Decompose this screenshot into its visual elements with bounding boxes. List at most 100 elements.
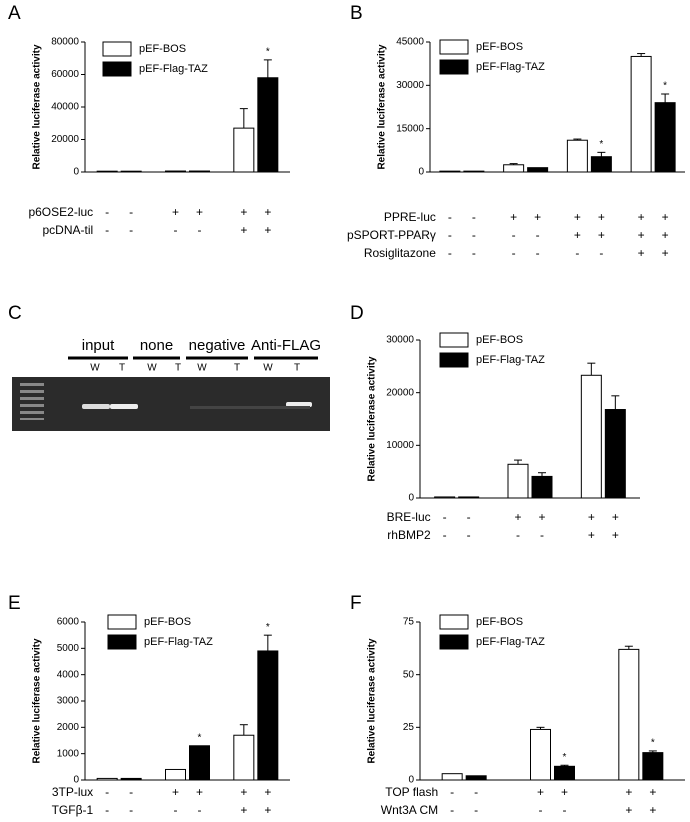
panel-letter: B — [350, 3, 363, 24]
condition-sign: + — [196, 205, 203, 219]
y-tick-label: 0 — [408, 493, 414, 504]
condition-sign: + — [264, 785, 271, 799]
bar — [189, 170, 210, 173]
condition-sign: + — [534, 210, 541, 224]
condition-sign: + — [264, 803, 271, 817]
gel-lane-label: T — [234, 363, 240, 374]
legend-swatch — [439, 634, 469, 650]
bar — [434, 496, 456, 499]
bar — [580, 374, 602, 499]
condition-sign: - — [536, 246, 540, 260]
condition-sign: + — [649, 785, 656, 799]
condition-label: 3TP-lux — [52, 785, 93, 799]
condition-sign: - — [450, 785, 454, 799]
condition-sign: + — [588, 528, 595, 542]
significance-star: * — [651, 738, 655, 749]
condition-sign: - — [539, 803, 543, 817]
condition-sign: - — [472, 246, 476, 260]
condition-sign: - — [467, 528, 471, 542]
y-axis-label: Relative luciferase activity — [367, 638, 378, 764]
y-axis-label: Relative luciferase activity — [32, 638, 43, 764]
y-tick-label: 0 — [418, 167, 424, 178]
bar — [566, 139, 588, 173]
significance-star: * — [663, 81, 667, 92]
condition-sign: - — [129, 223, 133, 237]
bar — [503, 164, 525, 173]
condition-sign: - — [198, 223, 202, 237]
panel-letter: D — [350, 303, 364, 324]
condition-label: pcDNA-til — [42, 223, 93, 237]
condition-sign: + — [638, 228, 645, 242]
y-tick-label: 30000 — [396, 80, 424, 91]
gel-lane-label: W — [90, 363, 100, 374]
legend-swatch — [107, 614, 137, 630]
condition-sign: + — [172, 785, 179, 799]
y-tick-label: 20000 — [386, 387, 414, 398]
condition-sign: - — [198, 803, 202, 817]
condition-sign: + — [240, 803, 247, 817]
condition-sign: + — [638, 210, 645, 224]
gel-group-label: none — [140, 337, 173, 354]
condition-sign: + — [537, 785, 544, 799]
condition-sign: - — [536, 228, 540, 242]
condition-sign: - — [129, 205, 133, 219]
gel-faint — [190, 406, 310, 409]
y-tick-label: 45000 — [396, 37, 424, 48]
significance-star: * — [266, 622, 270, 633]
y-tick-label: 40000 — [51, 102, 79, 113]
condition-sign: - — [448, 228, 452, 242]
y-tick-label: 15000 — [396, 123, 424, 134]
bar — [165, 768, 186, 781]
legend-label: pEF-BOS — [144, 616, 191, 628]
condition-sign: + — [625, 803, 632, 817]
gel-lane-label: W — [147, 363, 157, 374]
condition-sign: + — [510, 210, 517, 224]
bar — [527, 167, 549, 173]
gel-image — [12, 377, 330, 431]
condition-sign: - — [474, 803, 478, 817]
y-axis-label: Relative luciferase activity — [32, 44, 43, 170]
y-tick-label: 0 — [73, 775, 79, 786]
legend-label: pEF-BOS — [476, 41, 523, 53]
panel-letter: A — [8, 3, 21, 24]
condition-sign: + — [196, 785, 203, 799]
significance-star: * — [599, 139, 603, 150]
condition-sign: + — [662, 228, 669, 242]
legend-swatch — [439, 39, 469, 55]
legend-swatch — [439, 59, 469, 75]
y-tick-label: 2000 — [57, 722, 80, 733]
condition-sign: + — [638, 246, 645, 260]
bar — [96, 777, 118, 781]
gel-lane-label: W — [197, 363, 207, 374]
y-tick-label: 30000 — [386, 335, 414, 346]
bar — [120, 777, 142, 781]
significance-star: * — [266, 47, 270, 58]
condition-sign: - — [450, 803, 454, 817]
condition-sign: + — [264, 223, 271, 237]
condition-sign: - — [512, 228, 516, 242]
bar — [604, 409, 626, 499]
legend-swatch — [439, 614, 469, 630]
gel-ladder — [20, 383, 44, 420]
condition-sign: + — [538, 510, 545, 524]
y-tick-label: 6000 — [57, 617, 80, 628]
y-tick-label: 60000 — [51, 69, 79, 80]
y-tick-label: 3000 — [57, 696, 80, 707]
gel-group-label: input — [82, 337, 115, 354]
condition-sign: + — [172, 205, 179, 219]
bar — [642, 752, 664, 781]
condition-sign: - — [105, 205, 109, 219]
condition-sign: - — [129, 785, 133, 799]
panel-letter: E — [8, 593, 21, 614]
legend-swatch — [107, 634, 137, 650]
condition-sign: - — [443, 528, 447, 542]
condition-sign: + — [598, 228, 605, 242]
condition-label: BRE-luc — [387, 510, 431, 524]
gel-band — [82, 404, 110, 409]
gel-lane-label: T — [119, 363, 125, 374]
legend-label: pEF-BOS — [476, 616, 523, 628]
y-tick-label: 4000 — [57, 669, 80, 680]
condition-sign: - — [105, 803, 109, 817]
condition-sign: - — [516, 528, 520, 542]
condition-sign: + — [649, 803, 656, 817]
